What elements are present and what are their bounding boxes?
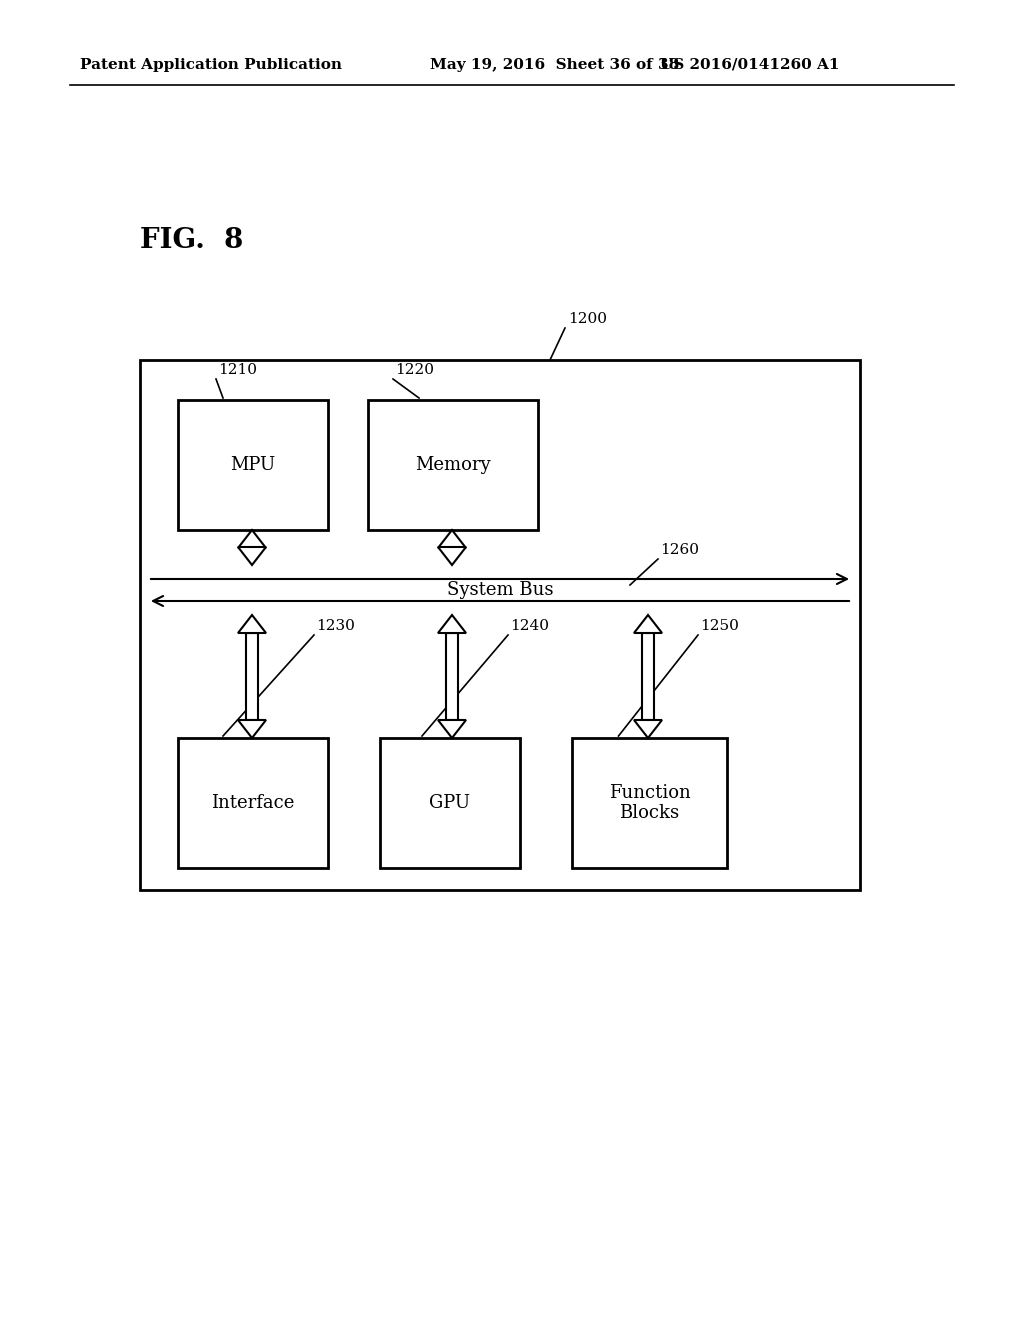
Text: MPU: MPU (230, 455, 275, 474)
Polygon shape (238, 615, 266, 634)
Text: 1230: 1230 (316, 619, 355, 634)
Polygon shape (438, 531, 466, 548)
Text: 1200: 1200 (568, 312, 607, 326)
Polygon shape (238, 719, 266, 738)
Text: May 19, 2016  Sheet 36 of 38: May 19, 2016 Sheet 36 of 38 (430, 58, 679, 73)
Text: 1210: 1210 (218, 363, 257, 378)
Bar (642, 634, 654, 719)
Bar (140, 360, 860, 890)
Text: GPU: GPU (429, 795, 471, 812)
Bar (368, 400, 538, 531)
Bar (246, 634, 258, 719)
Text: Function
Blocks: Function Blocks (608, 784, 690, 822)
Polygon shape (238, 531, 266, 548)
Polygon shape (634, 719, 662, 738)
Text: Memory: Memory (415, 455, 490, 474)
Text: 1250: 1250 (700, 619, 739, 634)
Text: 1240: 1240 (510, 619, 549, 634)
Text: System Bus: System Bus (446, 581, 553, 599)
Polygon shape (438, 546, 466, 565)
Text: 1260: 1260 (660, 543, 699, 557)
Text: FIG.  8: FIG. 8 (140, 227, 244, 253)
Polygon shape (438, 719, 466, 738)
Polygon shape (634, 615, 662, 634)
Bar (178, 738, 328, 869)
Text: 1220: 1220 (395, 363, 434, 378)
Polygon shape (438, 615, 466, 634)
Polygon shape (238, 546, 266, 565)
Text: Patent Application Publication: Patent Application Publication (80, 58, 342, 73)
Text: US 2016/0141260 A1: US 2016/0141260 A1 (660, 58, 840, 73)
Text: Interface: Interface (211, 795, 295, 812)
Bar (446, 634, 458, 719)
Bar (380, 738, 520, 869)
Bar (178, 400, 328, 531)
Bar (572, 738, 727, 869)
